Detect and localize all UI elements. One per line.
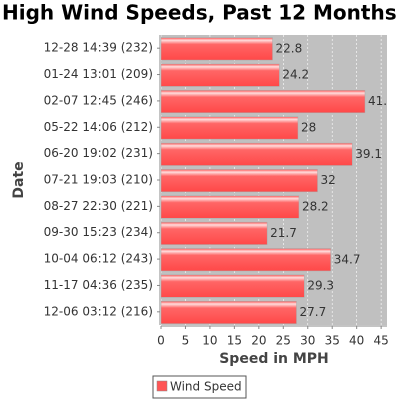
bar [161, 274, 305, 298]
value-label: 24.2 [282, 68, 309, 82]
x-axis-label: Speed in MPH [219, 351, 329, 367]
axes: 0 5 10 15 20 25 30 35 40 45 12-28 14:39 (232) 01-24… [44, 35, 389, 348]
value-label: 29.3 [307, 279, 334, 293]
y-tick-label: 01-24 13:01 (209) [44, 67, 153, 81]
x-tick-label: 15 [227, 334, 242, 348]
bar [161, 63, 280, 87]
value-label: 41.7 [368, 94, 395, 108]
value-label: 22.8 [276, 41, 303, 55]
y-axis-label: Date [11, 161, 27, 198]
value-label: 34.7 [334, 252, 361, 266]
bar [161, 301, 297, 324]
y-tick-label: 12-28 14:39 (232) [44, 41, 153, 55]
y-tick-label: 10-04 06:12 (243) [44, 252, 153, 266]
y-tick-label: 12-06 03:12 (216) [44, 304, 153, 318]
x-tick-label: 35 [325, 334, 340, 348]
y-tick-label: 09-30 15:23 (234) [44, 225, 153, 239]
chart-title: High Wind Speeds, Past 12 Months [2, 1, 397, 25]
value-label: 28 [301, 120, 316, 134]
legend-swatch [156, 380, 168, 392]
x-tick-label: 20 [251, 334, 266, 348]
x-tick-label: 0 [157, 334, 165, 348]
bar [161, 90, 366, 114]
value-label: 39.1 [355, 147, 382, 161]
x-tick-label: 40 [349, 334, 364, 348]
bar [161, 221, 268, 245]
legend-label: Wind Speed [170, 380, 242, 394]
plot: 22.8 24.2 41.7 28 39.1 32 28.2 21.7 34.729.3 27.7 [161, 35, 395, 325]
bar [161, 37, 273, 61]
x-tick-label: 10 [202, 334, 217, 348]
y-tick-label: 08-27 22:30 (221) [44, 199, 153, 213]
value-label: 32 [321, 173, 336, 187]
x-tick-label: 45 [373, 334, 388, 348]
y-tick-label: 11-17 04:36 (235) [44, 278, 153, 292]
y-tick-label: 07-21 19:03 (210) [44, 173, 153, 187]
bar [161, 195, 300, 219]
y-tick-label: 06-20 19:02 (231) [44, 146, 153, 160]
bar [161, 116, 299, 140]
x-tick-label: 30 [300, 334, 315, 348]
y-tick-label: 02-07 12:45 (246) [44, 93, 153, 107]
bar [161, 142, 353, 166]
bar [161, 248, 331, 272]
bar [161, 169, 318, 193]
x-tick-label: 5 [182, 334, 190, 348]
y-tick-label: 05-22 14:06 (212) [44, 120, 153, 134]
legend [152, 375, 247, 399]
value-label: 28.2 [302, 200, 329, 214]
x-tick-label: 25 [276, 334, 291, 348]
value-label: 21.7 [270, 226, 297, 240]
value-label: 27.7 [300, 305, 327, 319]
